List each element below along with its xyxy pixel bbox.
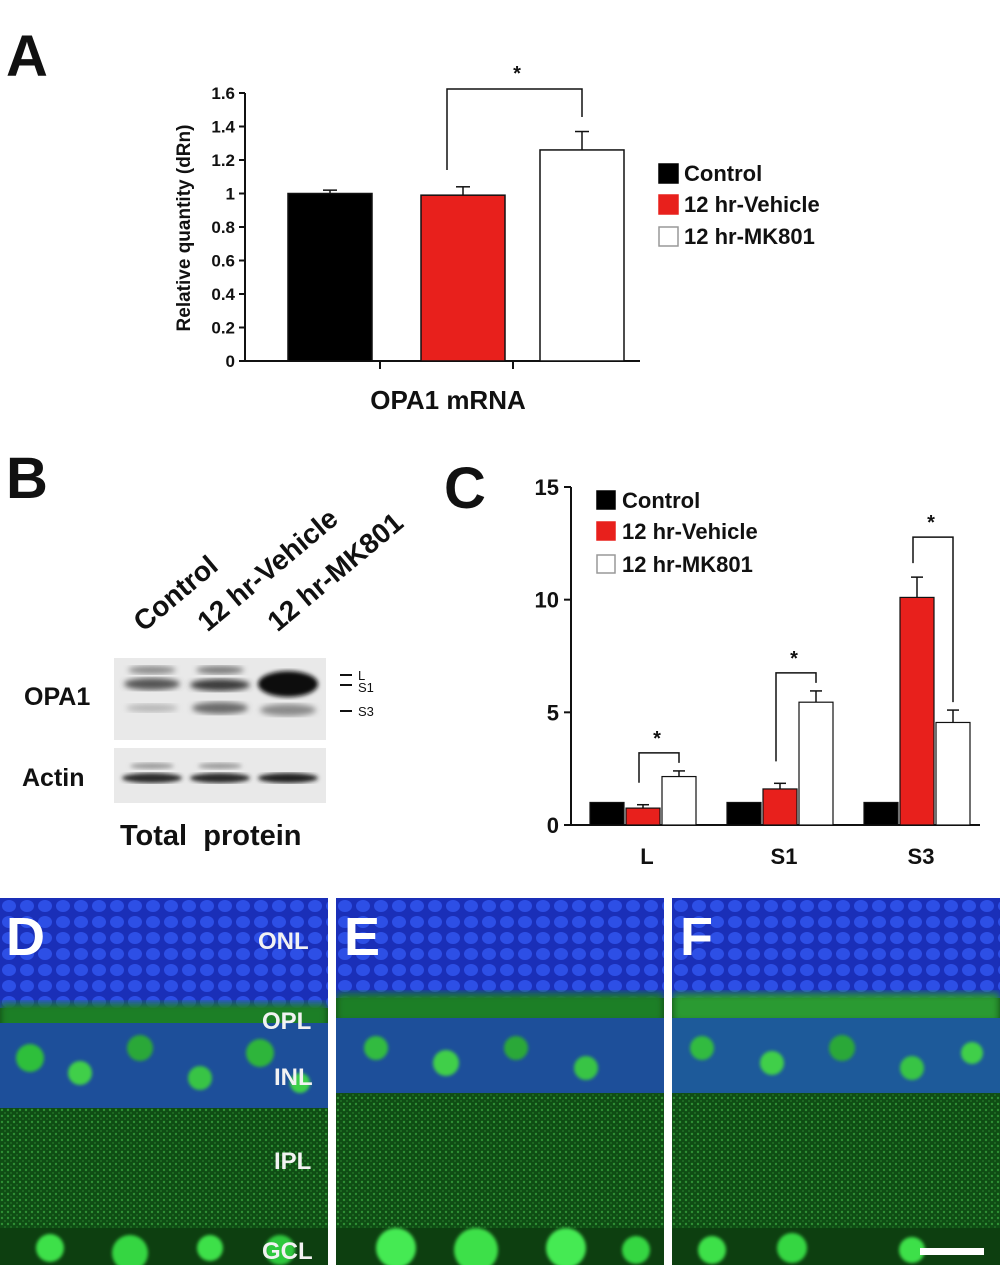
legend-swatch-a-1	[658, 194, 679, 215]
y-tick-label-c: 0	[547, 813, 559, 838]
y-tick-label-a: 1.4	[211, 118, 235, 137]
legend-label-c-0: Control	[622, 488, 700, 513]
legend-label-c-1: 12 hr-Vehicle	[622, 519, 758, 544]
significance-bracket-c-L	[638, 752, 680, 783]
y-tick-label-a: 0	[226, 352, 235, 371]
y-tick-label-a: 0.6	[211, 252, 235, 271]
y-tick-label-a: 0.8	[211, 218, 235, 237]
layer-label-onl: ONL	[258, 928, 309, 955]
legend-swatch-c-2	[596, 554, 616, 574]
legend-label-a-1: 12 hr-Vehicle	[684, 192, 820, 217]
y-tick-label-c: 15	[535, 475, 559, 500]
significance-bracket-c-S1	[775, 672, 817, 762]
micrograph-f-image	[672, 898, 1000, 1265]
y-tick-label-c: 10	[535, 588, 559, 613]
x-tick-label-c-S3: S3	[908, 844, 935, 869]
blot-footer: Total protein	[120, 820, 302, 852]
bar-c-L-1	[625, 807, 661, 826]
significance-star-c-L: *	[653, 728, 661, 750]
blot-opa1-membrane	[114, 658, 326, 740]
micrograph-letter-e: E	[344, 907, 381, 967]
bar-c-S1-0	[726, 801, 762, 826]
bar-c-S3-0	[863, 801, 899, 826]
chart-a: 0 0.2 0.4 0.6 0.8 1 1.2 1.4 1.6 Relative quantity…	[174, 63, 820, 415]
x-tick-label-c-L: L	[640, 844, 653, 869]
micrograph-d: D ONL	[0, 898, 328, 1265]
band-tag-s3: S3	[358, 704, 374, 719]
layer-label-gcl: GCL	[262, 1238, 313, 1265]
layer-label-inl: INL	[274, 1064, 313, 1091]
significance-bracket-c-S3	[912, 536, 954, 703]
bar-a-2	[539, 149, 625, 362]
legend-label-c-2: 12 hr-MK801	[622, 552, 753, 577]
bar-a-1	[420, 194, 506, 362]
legend-swatch-c-0	[596, 490, 616, 510]
panel-letter-c: C	[444, 456, 486, 521]
blot-row-opa1: OPA1	[24, 683, 91, 711]
micrograph-letter-d: D	[6, 907, 45, 967]
y-tick-label-c: 5	[547, 700, 559, 725]
significance-star-c-S3: *	[927, 512, 935, 534]
band-markers	[340, 674, 352, 712]
layer-label-ipl: IPL	[274, 1148, 312, 1175]
blot-actin-membrane	[114, 748, 326, 803]
bar-c-S3-2	[935, 721, 971, 826]
y-tick-label-a: 1	[226, 185, 235, 204]
bar-c-S1-2	[798, 701, 834, 826]
chart-c: 0 5 10 15 L * S1 * S3 * Control 12 hr-Vehicle 12 hr-…	[535, 475, 980, 869]
micrograph-letter-f: F	[680, 907, 713, 967]
legend-swatch-c-1	[596, 521, 616, 541]
x-axis-label-a: OPA1 mRNA	[370, 385, 526, 415]
layer-label-opl: OPL	[262, 1008, 312, 1035]
micrograph-e: E	[336, 898, 664, 1265]
y-tick-label-a: 0.2	[211, 319, 235, 338]
y-tick-label-a: 1.6	[211, 84, 235, 103]
band-tag-s1: S1	[358, 680, 374, 695]
band-tag-l: L	[358, 668, 366, 683]
significance-star-c-S1: *	[790, 648, 798, 670]
legend-swatch-a-2	[658, 226, 679, 247]
significance-bracket-a	[446, 88, 583, 170]
legend-label-a-0: Control	[684, 161, 762, 186]
significance-star-a: *	[513, 63, 521, 85]
bar-c-S3-1	[899, 596, 935, 826]
blot-row-actin: Actin	[22, 764, 85, 792]
panel-letter-a: A	[6, 24, 48, 89]
y-tick-label-a: 1.2	[211, 151, 235, 170]
bar-c-L-2	[661, 775, 697, 826]
legend-label-a-2: 12 hr-MK801	[684, 224, 815, 249]
x-tick-label-c-S1: S1	[771, 844, 798, 869]
micrograph-e-image	[336, 898, 664, 1265]
scale-bar	[920, 1248, 984, 1255]
bar-c-S1-1	[762, 788, 798, 826]
bar-c-L-0	[589, 801, 625, 826]
y-axis-label-a: Relative quantity (dRn)	[174, 125, 195, 332]
bar-a-0	[287, 192, 373, 362]
legend-swatch-a-0	[658, 163, 679, 184]
panel-letter-b: B	[6, 446, 48, 511]
micrograph-f: F	[672, 898, 1000, 1265]
y-tick-label-a: 0.4	[211, 285, 235, 304]
